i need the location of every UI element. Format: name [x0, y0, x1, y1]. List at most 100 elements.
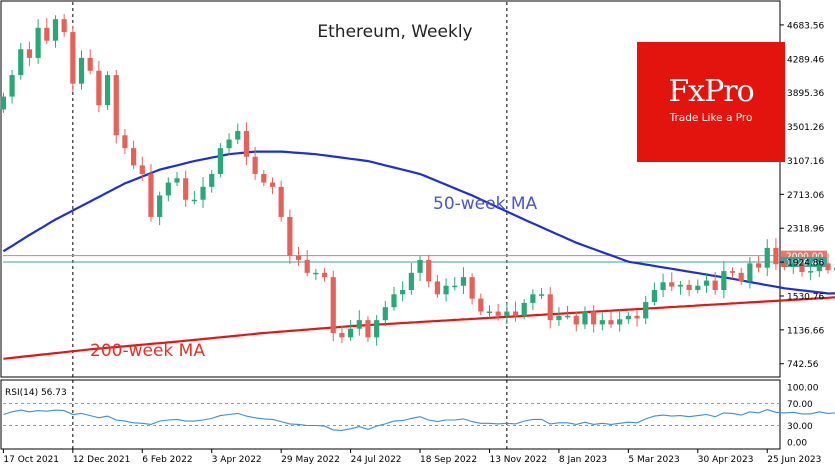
brand-name: FxPro — [668, 74, 754, 109]
y-tick-label: 742.56 — [787, 360, 819, 370]
candle-body — [426, 259, 432, 282]
candle-body — [617, 319, 623, 325]
candle-body — [565, 315, 571, 318]
candle-body — [122, 135, 128, 149]
candle-body — [18, 49, 24, 76]
candle-body — [365, 320, 371, 338]
candle-body — [61, 19, 67, 33]
candle-body — [469, 277, 475, 299]
y-tick-label: 4289.46 — [787, 55, 824, 65]
candle-body — [573, 315, 579, 325]
candle-body — [530, 294, 536, 303]
y-tick-label: 3107.16 — [787, 157, 824, 167]
y-tick-label: 1136.66 — [787, 326, 824, 336]
x-tick-label: 30 Apr 2023 — [698, 455, 754, 465]
candle-body — [521, 302, 527, 316]
ma50-line — [2, 150, 835, 295]
rsi-panel-border — [0, 379, 781, 450]
candle-body — [131, 148, 137, 166]
candle-body — [408, 272, 414, 291]
candle-body — [669, 282, 675, 287]
candle-body — [200, 186, 206, 200]
y-tick-label: 4683.56 — [787, 21, 824, 31]
candle-body — [686, 284, 692, 291]
candle-body — [70, 32, 76, 84]
candle-body — [660, 282, 666, 291]
rsi-y-tick-label: 30.00 — [787, 422, 813, 432]
candle-body — [434, 281, 440, 295]
candle-body — [773, 247, 779, 265]
candle-body — [504, 311, 510, 316]
candle-body — [712, 280, 718, 291]
candle-body — [808, 271, 814, 273]
candle-body — [304, 259, 310, 273]
x-axis: 17 Oct 2021 12 Dec 2021 6 Feb 2022 3 Apr 20… — [2, 449, 821, 465]
level-tag-0 — [781, 250, 827, 261]
rsi-label: RSI(14) 56.73 — [5, 388, 67, 398]
candle-body — [295, 255, 302, 260]
rsi-y-tick-label: 70.00 — [787, 400, 813, 410]
candle-body — [113, 75, 119, 136]
candle-body — [599, 320, 605, 325]
candle-body — [790, 264, 796, 267]
candle-body — [183, 178, 189, 200]
ma50-label: 50-week MA — [433, 194, 538, 214]
candle-body — [417, 259, 423, 273]
candle-body — [721, 271, 727, 291]
candle-body — [782, 264, 788, 267]
candle-body — [738, 272, 744, 282]
candle-body — [348, 328, 354, 338]
rsi-line — [3, 409, 835, 431]
candle-body — [52, 19, 59, 41]
x-tick-label: 13 Nov 2022 — [489, 455, 547, 465]
candle-body — [495, 311, 501, 316]
fxpro-logo: FxPro Trade Like a Pro — [637, 42, 785, 162]
brand-tagline: Trade Like a Pro — [669, 112, 753, 124]
candle-body — [703, 280, 710, 286]
candle-body — [816, 263, 822, 272]
candle-body — [643, 302, 649, 319]
y-tick-label: 3895.36 — [787, 89, 824, 99]
candle-body — [460, 277, 467, 286]
candle-body — [243, 130, 250, 157]
candle-body — [591, 311, 597, 325]
rsi-panel: 100.00 70.00 30.00 0.00 — [3, 384, 835, 449]
candle-body — [764, 247, 770, 268]
ma200-group — [3, 296, 835, 360]
ma50-group — [2, 150, 835, 295]
candle-body — [582, 311, 588, 325]
candle-body — [512, 311, 519, 316]
level-tag-1 — [781, 256, 827, 267]
level-tag-label-1: 1926.44 — [786, 258, 823, 268]
candle-body — [96, 70, 102, 106]
candle-body — [174, 178, 180, 183]
candle-body — [608, 320, 614, 325]
candle-body — [26, 49, 33, 58]
candle-body — [9, 75, 15, 97]
candle-body — [677, 284, 684, 287]
x-tick-label: 5 Mar 2023 — [628, 455, 679, 465]
candle-body — [78, 57, 85, 84]
candle-body — [321, 272, 328, 278]
candle-body — [148, 173, 154, 217]
ma200-line — [3, 296, 835, 360]
y-tick-label: 1924.86 — [787, 259, 824, 269]
x-tick-label: 8 Jan 2023 — [559, 455, 607, 465]
candle-body — [799, 264, 805, 272]
y-tick-label: 3501.26 — [787, 123, 824, 133]
rsi-y-tick-label: 100.00 — [787, 384, 819, 394]
x-tick-label: 3 Apr 2022 — [212, 455, 262, 465]
x-tick-label: 18 Sep 2022 — [420, 455, 477, 465]
y-tick-label: 2713.06 — [787, 191, 824, 201]
ma200-label: 200-week MA — [90, 341, 205, 361]
candle-body — [695, 285, 701, 291]
candle-body — [443, 285, 449, 295]
candle-body — [209, 173, 215, 187]
candle-body — [278, 186, 284, 217]
candle-body — [139, 165, 145, 174]
candle-body — [252, 156, 258, 174]
candle-body — [755, 263, 762, 268]
candle-body — [226, 139, 232, 149]
candle-body — [538, 294, 545, 296]
